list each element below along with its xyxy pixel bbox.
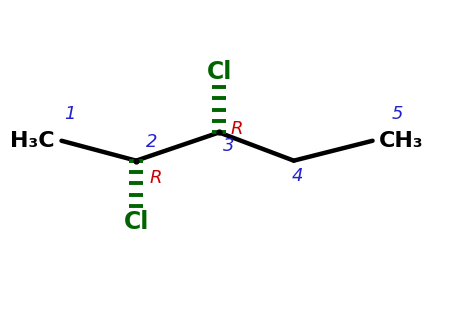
- Text: 3: 3: [223, 137, 235, 156]
- Text: 2: 2: [146, 133, 158, 151]
- Text: CH₃: CH₃: [379, 131, 424, 151]
- Text: 1: 1: [64, 105, 76, 122]
- Text: R: R: [231, 120, 243, 138]
- Text: Cl: Cl: [207, 59, 232, 84]
- Text: Cl: Cl: [123, 210, 149, 234]
- Text: H₃C: H₃C: [10, 131, 55, 151]
- Text: 5: 5: [392, 105, 403, 122]
- Text: R: R: [149, 169, 162, 187]
- Text: 4: 4: [292, 167, 304, 185]
